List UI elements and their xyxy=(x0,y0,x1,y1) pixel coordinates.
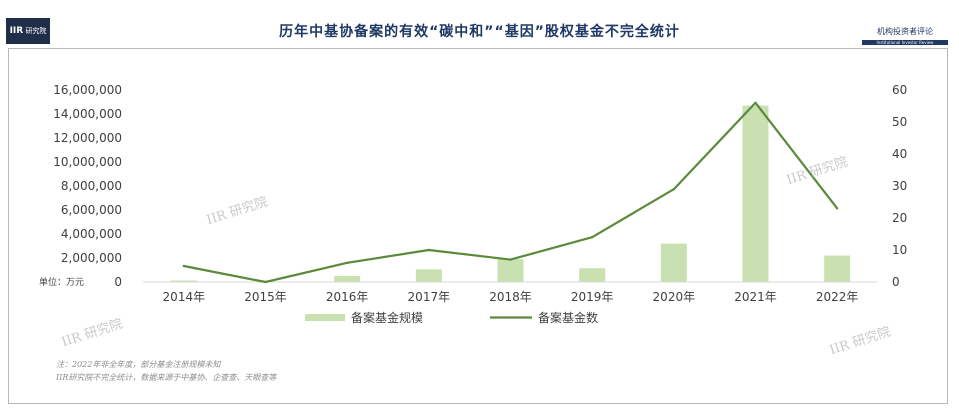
y-right-tick-label: 60 xyxy=(892,83,907,97)
bar xyxy=(660,243,687,282)
line-point xyxy=(427,248,431,252)
brand-name-en: Institutional Investor Review xyxy=(862,40,948,45)
footnote-line: IIR研究院不完全统计，数据来源于中基协、企查查、天眼查等 xyxy=(56,373,277,382)
y-right-tick-label: 0 xyxy=(892,275,900,289)
y-left-tick-label: 4,000,000 xyxy=(61,227,122,241)
y-left-tick-label: 6,000,000 xyxy=(61,203,122,217)
y-left-tick-label: 8,000,000 xyxy=(61,179,122,193)
x-tick-label: 2019年 xyxy=(571,290,614,304)
page-title: 历年中基协备案的有效“碳中和”“基因”股权基金不完全统计 xyxy=(279,24,680,40)
x-tick-label: 2017年 xyxy=(408,290,451,304)
legend-label: 备案基金规模 xyxy=(351,310,423,325)
logo-mark: IIR xyxy=(9,26,24,36)
y-right-tick-label: 20 xyxy=(892,211,907,225)
line-point xyxy=(345,261,349,264)
bar xyxy=(497,259,524,282)
x-tick-label: 2018年 xyxy=(489,290,532,304)
y-left-tick-label: 0 xyxy=(114,275,122,289)
chart-frame xyxy=(8,48,948,404)
y-left-tick-label: 2,000,000 xyxy=(61,251,122,265)
bar xyxy=(170,280,197,282)
y-left-tick-label: 10,000,000 xyxy=(53,155,122,169)
x-tick-label: 2020年 xyxy=(653,290,696,304)
x-tick-label: 2021年 xyxy=(734,290,777,304)
x-tick-label: 2014年 xyxy=(163,290,206,304)
footnotes: 注：2022年非全年度，部分基金注册规模未知 IIR研究院不完全统计，数据来源于… xyxy=(56,358,276,384)
y-left-tick-label: 14,000,000 xyxy=(53,107,122,121)
x-tick-label: 2015年 xyxy=(244,290,287,304)
y-left-tick-label: 12,000,000 xyxy=(53,131,122,145)
bar xyxy=(579,268,606,282)
y-left-tick-label: 16,000,000 xyxy=(53,83,122,97)
brand-logo: 机构投资者评论 Institutional Investor Review xyxy=(862,26,948,45)
bar xyxy=(824,255,851,282)
bar xyxy=(415,269,442,282)
x-tick-label: 2022年 xyxy=(816,290,859,304)
line-point xyxy=(264,280,267,284)
legend-label: 备案基金数 xyxy=(538,310,598,325)
y-right-tick-label: 50 xyxy=(892,115,907,129)
line-point xyxy=(672,188,676,191)
line-point xyxy=(509,258,512,261)
unit-label: 单位：万元 xyxy=(39,276,84,288)
line-point xyxy=(754,101,757,105)
y-right-tick-label: 40 xyxy=(892,147,907,161)
x-tick-label: 2016年 xyxy=(326,290,369,304)
brand-name-cn: 机构投资者评论 xyxy=(877,27,933,36)
line-point xyxy=(835,207,839,210)
bar xyxy=(334,276,361,282)
y-right-tick-label: 30 xyxy=(892,179,907,193)
y-right-tick-label: 10 xyxy=(892,243,907,257)
legend-swatch-bar xyxy=(305,314,345,321)
line-series xyxy=(183,101,839,284)
bar xyxy=(742,105,769,282)
line-point xyxy=(590,236,594,239)
line-point xyxy=(182,264,186,268)
iir-logo: IIR 研究院 xyxy=(6,18,50,44)
header: IIR 研究院 历年中基协备案的有效“碳中和”“基因”股权基金不完全统计 机构投… xyxy=(0,0,959,50)
logo-text: 研究院 xyxy=(25,27,47,35)
footnote-line: 注：2022年非全年度，部分基金注册规模未知 xyxy=(56,360,221,369)
